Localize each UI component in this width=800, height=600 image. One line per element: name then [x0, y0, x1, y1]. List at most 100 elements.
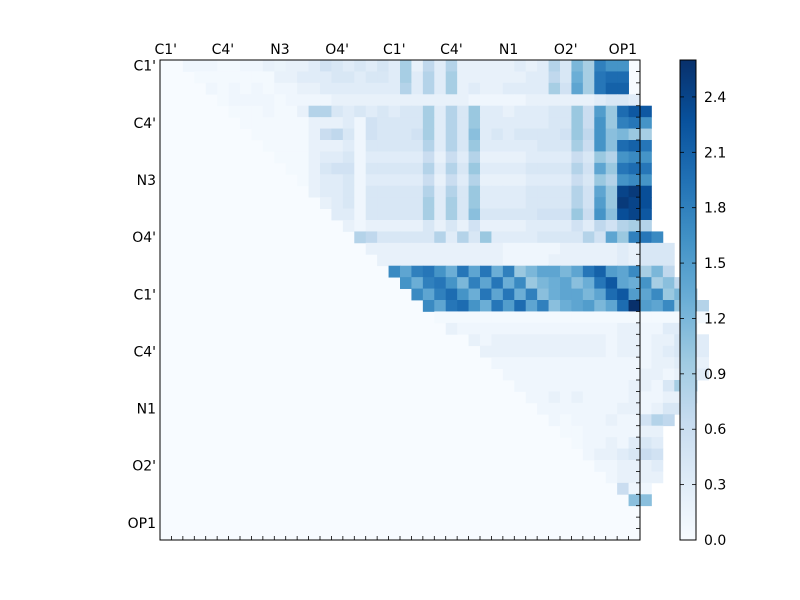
- heatmap-cell: [502, 300, 515, 312]
- heatmap-cell: [491, 82, 504, 95]
- heatmap-cell: [594, 82, 607, 95]
- y-tick-label: C4': [133, 116, 156, 132]
- heatmap-cell: [662, 300, 675, 312]
- heatmap-cell: [548, 368, 561, 381]
- heatmap-cell: [491, 220, 504, 232]
- heatmap-cell: [411, 254, 424, 267]
- heatmap-cell: [651, 288, 664, 301]
- heatmap-cell: [537, 300, 549, 312]
- heatmap-cell: [605, 368, 618, 381]
- heatmap-cell: [297, 71, 309, 84]
- heatmap-cell: [457, 185, 469, 198]
- heatmap-cell: [628, 265, 641, 278]
- heatmap-cell: [445, 60, 458, 72]
- heatmap-cell: [640, 300, 652, 312]
- heatmap-cell: [365, 71, 378, 84]
- heatmap-cell: [297, 174, 309, 187]
- heatmap-cell: [548, 322, 561, 335]
- heatmap-cell: [240, 117, 252, 129]
- heatmap-cell: [491, 71, 504, 84]
- heatmap-cell: [468, 162, 481, 175]
- heatmap-cell: [548, 128, 561, 141]
- heatmap-cell: [377, 254, 389, 267]
- colorbar-tick-label: 0.0: [704, 533, 726, 549]
- heatmap-cell: [502, 254, 515, 267]
- y-tick-label: O4': [132, 230, 156, 246]
- heatmap-cell: [251, 60, 264, 72]
- heatmap-cell: [388, 105, 401, 118]
- heatmap-cell: [628, 151, 641, 164]
- heatmap-cell: [560, 380, 572, 392]
- heatmap-cell: [571, 311, 584, 324]
- heatmap-cell: [297, 140, 309, 152]
- heatmap-cell: [617, 140, 629, 152]
- heatmap-cell: [491, 357, 504, 369]
- heatmap-cell: [445, 162, 458, 175]
- heatmap-cell: [491, 208, 504, 221]
- heatmap-cell: [285, 105, 298, 118]
- heatmap-cell: [571, 391, 584, 404]
- heatmap-cell: [342, 174, 355, 187]
- heatmap-cell: [640, 162, 652, 175]
- heatmap-cell: [502, 71, 515, 84]
- heatmap-cell: [320, 140, 332, 152]
- heatmap-cell: [617, 402, 629, 415]
- heatmap-cell: [537, 162, 549, 175]
- heatmap-cell: [262, 105, 275, 118]
- x-tick-label: C4': [440, 42, 463, 58]
- heatmap-cell: [662, 277, 675, 289]
- heatmap-cell: [480, 265, 492, 278]
- heatmap-cell: [514, 162, 527, 175]
- heatmap-cell: [537, 322, 549, 335]
- heatmap-cell: [445, 311, 458, 324]
- heatmap-cell: [480, 105, 492, 118]
- heatmap-cell: [525, 311, 538, 324]
- heatmap-cell: [320, 128, 332, 141]
- heatmap-cell: [571, 151, 584, 164]
- colorbar-tick-label: 0.9: [704, 367, 726, 383]
- heatmap-cell: [697, 357, 709, 369]
- heatmap-cell: [582, 311, 595, 324]
- y-tick-label: C1': [133, 287, 156, 303]
- heatmap-cell: [514, 117, 527, 129]
- heatmap-cell: [662, 322, 675, 335]
- heatmap-cell: [537, 208, 549, 221]
- heatmap-cell: [582, 345, 595, 358]
- heatmap-cell: [537, 277, 549, 289]
- heatmap-cell: [445, 151, 458, 164]
- heatmap-cell: [491, 117, 504, 129]
- heatmap-cell: [582, 277, 595, 289]
- heatmap-cell: [457, 82, 469, 95]
- heatmap-cell: [582, 265, 595, 278]
- heatmap-cell: [262, 82, 275, 95]
- heatmap-cell: [525, 357, 538, 369]
- heatmap-cell: [502, 322, 515, 335]
- heatmap-cell: [594, 334, 607, 347]
- heatmap-cell: [571, 140, 584, 152]
- heatmap-cell: [594, 460, 607, 472]
- heatmap-cell: [480, 82, 492, 95]
- heatmap-cell: [502, 208, 515, 221]
- heatmap-cell: [491, 162, 504, 175]
- heatmap-cell: [582, 128, 595, 141]
- heatmap-cell: [445, 82, 458, 95]
- heatmap-cell: [331, 151, 344, 164]
- heatmap-cell: [411, 174, 424, 187]
- heatmap-cell: [525, 277, 538, 289]
- heatmap-cell: [422, 220, 435, 232]
- heatmap-cell: [320, 82, 332, 95]
- heatmap-cell: [491, 140, 504, 152]
- heatmap-cell: [605, 265, 618, 278]
- heatmap-cell: [308, 162, 321, 175]
- heatmap-cell: [628, 448, 641, 461]
- heatmap-cell: [205, 71, 218, 84]
- heatmap-cell: [491, 151, 504, 164]
- heatmap-cell: [434, 174, 447, 187]
- heatmap-cell: [525, 128, 538, 141]
- heatmap-cell: [605, 254, 618, 267]
- heatmap-cell: [605, 448, 618, 461]
- heatmap-cell: [640, 197, 652, 209]
- heatmap-cell: [525, 334, 538, 347]
- heatmap-cell: [571, 277, 584, 289]
- heatmap-cell: [605, 220, 618, 232]
